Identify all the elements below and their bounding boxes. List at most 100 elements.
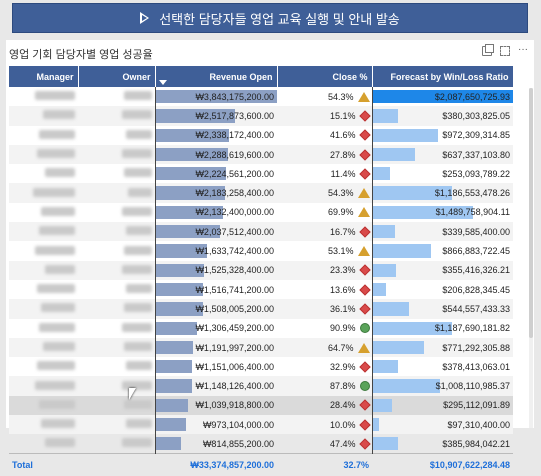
revenue-value: ₩2,224,561,200.00 xyxy=(195,168,274,179)
status-bad-icon xyxy=(358,283,371,296)
manager-cell xyxy=(9,222,78,241)
forecast-cell: $97,310,400.00 xyxy=(371,415,513,435)
forecast-value: $380,303,825.05 xyxy=(442,110,510,121)
forecast-bar xyxy=(372,418,380,432)
revenue-bar xyxy=(155,186,225,200)
table-row[interactable]: ₩2,183,258,400.00 54.3% $1,186,553,478.26 xyxy=(9,183,513,203)
table-row[interactable]: ₩814,855,200.00 47.4% $385,984,042.21 xyxy=(9,434,513,454)
table-row[interactable]: ₩973,104,000.00 10.0% $97,310,400.00 xyxy=(9,415,513,435)
forecast-bar xyxy=(372,340,425,355)
close-value: 23.3% xyxy=(329,265,356,276)
column-header-revenue-open[interactable]: Revenue Open xyxy=(155,66,278,87)
redacted-manager-name xyxy=(41,303,75,313)
more-options-icon[interactable]: ··· xyxy=(518,44,528,55)
revenue-cell: ₩2,132,400,000.00 xyxy=(154,202,277,223)
table-row[interactable]: ₩1,191,997,200.00 64.7% $771,292,305.88 xyxy=(9,337,513,358)
table-row[interactable]: ₩2,517,873,600.00 15.1% $380,303,825.05 xyxy=(9,106,513,126)
revenue-bar xyxy=(155,128,230,142)
close-value: 64.7% xyxy=(327,342,354,353)
close-cell: 28.4% xyxy=(277,396,372,415)
close-value: 15.1% xyxy=(329,110,356,121)
status-bad-icon xyxy=(358,148,371,161)
table-row[interactable]: ₩2,224,561,200.00 11.4% $253,093,789.22 xyxy=(9,164,513,184)
table-row[interactable]: ₩3,843,175,200.00 54.3% $2,087,650,725.93 xyxy=(9,87,513,107)
status-bad-icon xyxy=(358,110,371,122)
redacted-manager-name xyxy=(35,245,75,255)
redacted-owner-name xyxy=(123,168,152,178)
close-value: 16.7% xyxy=(329,226,356,237)
revenue-cell: ₩1,039,918,800.00 xyxy=(154,395,277,416)
revenue-cell: ₩973,104,000.00 xyxy=(154,415,277,435)
table-row[interactable]: ₩1,039,918,800.00 28.4% $295,112,091.89 xyxy=(9,395,513,416)
close-value: 11.4% xyxy=(330,168,356,179)
close-cell: 53.1% xyxy=(277,241,372,260)
forecast-bar xyxy=(372,225,396,239)
owner-cell xyxy=(78,415,155,434)
revenue-cell: ₩1,151,006,400.00 xyxy=(154,357,277,377)
owner-cell xyxy=(78,164,155,183)
table-row[interactable]: ₩1,148,126,400.00 87.8% $1,008,110,985.37 xyxy=(9,376,513,396)
revenue-value: ₩1,191,997,200.00 xyxy=(195,342,274,353)
revenue-value: ₩1,525,328,400.00 xyxy=(195,265,274,276)
revenue-bar xyxy=(155,147,228,162)
revenue-value: ₩1,633,742,400.00 xyxy=(195,246,274,257)
mouse-cursor-icon xyxy=(129,388,136,400)
revenue-value: ₩2,288,619,600.00 xyxy=(195,149,274,160)
owner-cell xyxy=(78,357,155,376)
forecast-value: $1,187,690,181.82 xyxy=(434,323,510,334)
table-row[interactable]: ₩2,338,172,400.00 41.6% $972,309,314.85 xyxy=(9,125,513,145)
status-warning-icon xyxy=(357,207,370,218)
table-row[interactable]: ₩1,306,459,200.00 90.9% $1,187,690,181.82 xyxy=(9,318,513,338)
manager-cell xyxy=(9,338,78,357)
table-scrollbar[interactable] xyxy=(529,88,533,428)
table-row[interactable]: ₩1,525,328,400.00 23.3% $355,416,326.21 xyxy=(9,260,513,280)
column-header-manager[interactable]: Manager xyxy=(9,66,79,87)
revenue-cell: ₩1,516,741,200.00 xyxy=(154,279,277,300)
revenue-bar xyxy=(155,109,236,123)
manager-cell xyxy=(9,145,78,164)
table-row[interactable]: ₩2,132,400,000.00 69.9% $1,489,758,904.11 xyxy=(9,202,513,223)
column-header-close-pct[interactable]: Close % xyxy=(277,66,373,87)
table-row[interactable]: ₩2,288,619,600.00 27.8% $637,337,103.80 xyxy=(9,144,513,165)
redacted-owner-name xyxy=(125,129,152,139)
owner-cell xyxy=(78,126,155,145)
scrollbar-thumb[interactable] xyxy=(529,88,533,338)
close-value: 13.6% xyxy=(329,284,356,295)
forecast-value: $771,292,305.88 xyxy=(442,342,510,353)
revenue-cell: ₩3,843,175,200.00 xyxy=(154,87,277,107)
close-cell: 36.1% xyxy=(277,299,372,318)
forecast-bar xyxy=(372,186,453,200)
revenue-cell: ₩2,183,258,400.00 xyxy=(154,183,277,203)
table-row[interactable]: ₩1,151,006,400.00 32.9% $378,413,063.01 xyxy=(9,357,513,377)
revenue-value: ₩2,037,512,400.00 xyxy=(195,226,274,237)
copy-icon[interactable] xyxy=(482,44,494,56)
status-good-icon xyxy=(359,323,370,334)
forecast-cell: $206,828,345.45 xyxy=(371,279,513,300)
table-row[interactable]: ₩1,508,005,200.00 36.1% $544,557,433.33 xyxy=(9,299,513,319)
revenue-bar xyxy=(155,360,192,374)
focus-mode-icon[interactable] xyxy=(500,46,510,56)
forecast-bar xyxy=(372,360,398,374)
owner-cell xyxy=(78,319,155,338)
redacted-manager-name xyxy=(39,322,75,332)
column-header-forecast[interactable]: Forecast by Win/Loss Ratio xyxy=(372,66,514,87)
forecast-bar xyxy=(372,109,398,123)
column-header-owner[interactable]: Owner xyxy=(78,66,156,87)
table-row[interactable]: ₩1,516,741,200.00 13.6% $206,828,345.45 xyxy=(9,279,513,300)
revenue-bar xyxy=(155,282,204,297)
forecast-cell: $1,008,110,985.37 xyxy=(371,376,513,396)
forecast-cell: $355,416,326.21 xyxy=(371,260,513,280)
table-row[interactable]: ₩1,633,742,400.00 53.1% $866,883,722.45 xyxy=(9,241,513,261)
close-value: 36.1% xyxy=(329,303,356,314)
table-row[interactable]: ₩2,037,512,400.00 16.7% $339,585,400.00 xyxy=(9,222,513,242)
redacted-owner-name xyxy=(121,206,152,216)
forecast-bar xyxy=(372,321,453,335)
owner-cell xyxy=(78,203,155,222)
revenue-cell: ₩2,288,619,600.00 xyxy=(154,144,277,165)
forecast-bar xyxy=(372,302,410,316)
close-cell: 13.6% xyxy=(277,280,372,299)
revenue-value: ₩1,508,005,200.00 xyxy=(195,303,274,314)
close-cell: 47.4% xyxy=(277,434,372,453)
forecast-value: $295,112,091.89 xyxy=(443,400,510,411)
send-training-button[interactable]: 선택한 담당자들 영업 교육 실행 및 안내 발송 xyxy=(12,3,528,33)
